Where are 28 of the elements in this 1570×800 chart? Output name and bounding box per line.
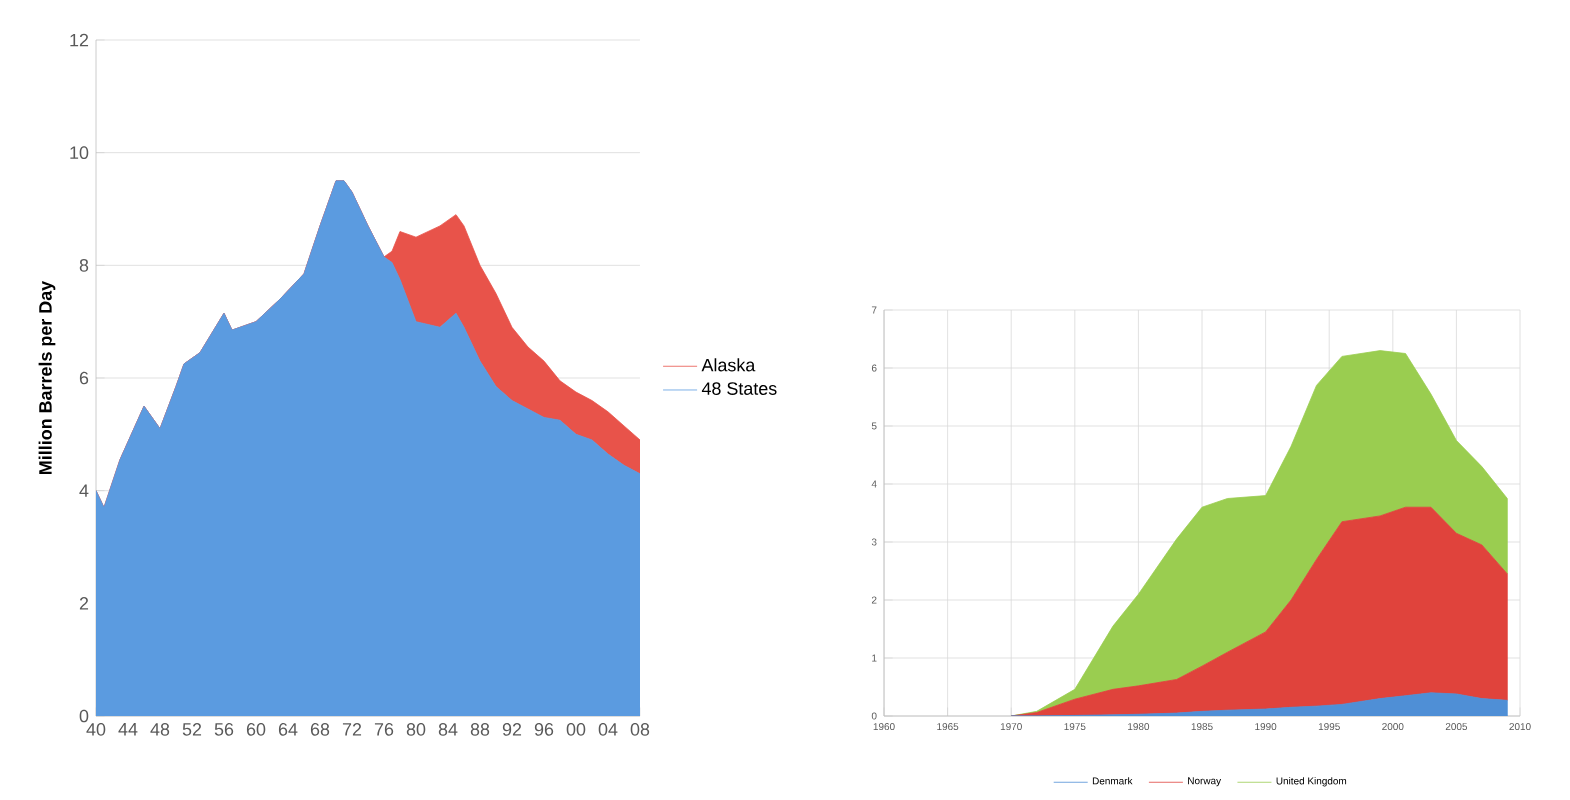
x-tick-label: 60 bbox=[246, 723, 266, 736]
x-tick-label: 56 bbox=[214, 723, 234, 736]
x-tick-label: 40 bbox=[86, 723, 106, 736]
y-tick-label: 6 bbox=[79, 371, 89, 385]
y-axis-title: Million Barrels per Day bbox=[38, 280, 56, 474]
x-tick-label: 84 bbox=[438, 723, 458, 736]
legend-label: Alaska bbox=[701, 358, 756, 372]
x-tick-label: 92 bbox=[502, 723, 522, 736]
x-tick-label: 44 bbox=[118, 723, 138, 736]
x-tick-label: 00 bbox=[566, 723, 586, 736]
x-tick-label: 04 bbox=[598, 723, 618, 736]
x-tick-label: 52 bbox=[182, 723, 202, 736]
x-tick-label: 76 bbox=[374, 723, 394, 736]
y-tick-label: 12 bbox=[70, 33, 89, 47]
y-tick-label: 8 bbox=[79, 258, 89, 272]
x-tick-label: 08 bbox=[630, 723, 650, 736]
x-tick-label: 72 bbox=[342, 723, 362, 736]
y-tick-label: 2 bbox=[79, 597, 89, 610]
x-tick-label: 96 bbox=[534, 723, 554, 736]
legend-label: 48 States bbox=[701, 382, 777, 395]
y-tick-label: 4 bbox=[79, 484, 89, 497]
x-tick-label: 68 bbox=[310, 723, 330, 736]
x-tick-label: 48 bbox=[150, 723, 170, 736]
y-tick-label: 0 bbox=[79, 709, 89, 723]
x-tick-label: 64 bbox=[278, 723, 298, 736]
x-tick-label: 88 bbox=[470, 723, 490, 736]
x-tick-label: 80 bbox=[406, 723, 426, 736]
y-tick-label: 10 bbox=[70, 146, 89, 160]
